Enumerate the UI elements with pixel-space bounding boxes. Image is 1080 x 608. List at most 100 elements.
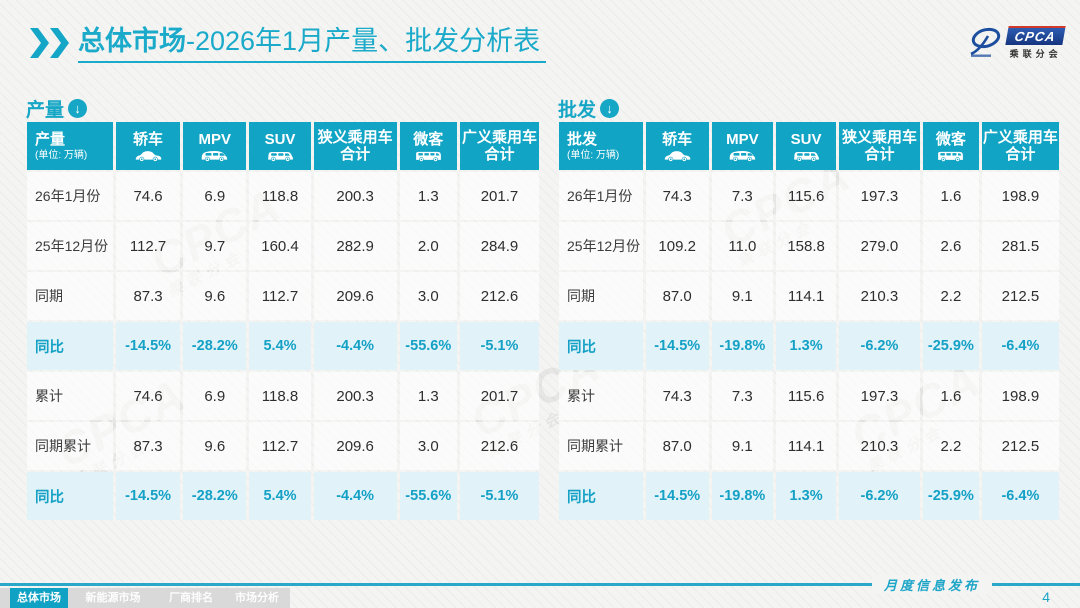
double-chevron-icon (30, 28, 70, 58)
data-cell: 158.8 (776, 222, 836, 270)
header-row: 产量 (单位: 万辆) 轿车 MPV SUV 狭义乘用车 合计 微客 广义乘用车 合计 (27, 122, 539, 170)
column-header: 狭义乘用车 合计 (838, 122, 920, 170)
logo-subtitle: 乘联分会 (1009, 49, 1062, 59)
table-row: 同比 -14.5% -28.2% 5.4% -4.4% -55.6% -5.1% (27, 322, 539, 370)
data-cell: 200.3 (313, 172, 397, 220)
data-cell: 1.6 (922, 172, 979, 220)
data-cell: 1.3 (399, 172, 457, 220)
data-cell: 201.7 (459, 372, 539, 420)
sedan-icon (646, 149, 709, 162)
data-cell: 1.6 (922, 372, 979, 420)
data-cell: 1.3 (399, 372, 457, 420)
corner-title: 批发 (567, 130, 598, 148)
mpv-icon (183, 149, 246, 162)
table-row: 同比 -14.5% -19.8% 1.3% -6.2% -25.9% -6.4% (559, 472, 1059, 520)
data-cell: 212.6 (459, 422, 539, 470)
table-row: 累计 74.6 6.9 118.8 200.3 1.3 201.7 (27, 372, 539, 420)
data-cell: 74.3 (645, 372, 709, 420)
column-header: MPV (183, 122, 247, 170)
data-cell: 3.0 (399, 272, 457, 320)
corner-header: 批发 (单位: 万辆) (559, 122, 643, 170)
data-cell: 118.8 (249, 372, 311, 420)
cpca-logo: CPCA 乘联分会 (967, 26, 1066, 60)
column-header: 微客 (922, 122, 979, 170)
tab-nev-market[interactable]: 新能源市场 (68, 588, 158, 608)
data-cell: 6.9 (183, 372, 247, 420)
data-cell: -6.2% (838, 322, 920, 370)
production-section-label: 产量 ↓ (26, 96, 542, 121)
minibus-icon (923, 149, 979, 162)
column-header: SUV (249, 122, 311, 170)
row-label: 同比 (27, 472, 113, 520)
row-label: 同比 (559, 472, 643, 520)
data-cell: -14.5% (645, 472, 709, 520)
data-cell: 6.9 (183, 172, 247, 220)
data-cell: 160.4 (249, 222, 311, 270)
header: 总体市场-2026年1月产量、批发分析表 CPCA 乘联分会 (30, 24, 1066, 63)
data-cell: 87.0 (645, 422, 709, 470)
data-cell: 9.1 (711, 272, 774, 320)
data-cell: -5.1% (459, 322, 539, 370)
data-cell: -5.1% (459, 472, 539, 520)
row-label: 同比 (27, 322, 113, 370)
row-label: 累计 (559, 372, 643, 420)
data-cell: 210.3 (838, 422, 920, 470)
data-cell: 209.6 (313, 422, 397, 470)
data-cell: -55.6% (399, 472, 457, 520)
data-cell: 209.6 (313, 272, 397, 320)
data-cell: 7.3 (711, 172, 774, 220)
corner-title: 产量 (35, 130, 66, 148)
bottom-tab-bar: 总体市场 新能源市场 厂商排名 市场分析 (0, 588, 290, 608)
corner-header: 产量 (单位: 万辆) (27, 122, 113, 170)
data-cell: 1.3% (776, 322, 836, 370)
data-cell: -4.4% (313, 472, 397, 520)
data-cell: 212.6 (459, 272, 539, 320)
table-row: 累计 74.3 7.3 115.6 197.3 1.6 198.9 (559, 372, 1059, 420)
data-cell: 5.4% (249, 322, 311, 370)
row-label: 同期 (27, 272, 113, 320)
column-header: 轿车 (645, 122, 709, 170)
table-row: 同期累计 87.3 9.6 112.7 209.6 3.0 212.6 (27, 422, 539, 470)
footer-divider (0, 583, 1080, 586)
data-cell: -28.2% (183, 472, 247, 520)
tab-overall-market[interactable]: 总体市场 (10, 588, 68, 608)
data-cell: 3.0 (399, 422, 457, 470)
suv-icon (776, 149, 836, 162)
data-cell: 74.6 (115, 372, 181, 420)
column-header: 广义乘用车 合计 (981, 122, 1059, 170)
page-title: 总体市场-2026年1月产量、批发分析表 (78, 24, 547, 63)
row-label: 同期 (559, 272, 643, 320)
unit-label: (单位: 万辆) (567, 149, 620, 161)
data-cell: -28.2% (183, 322, 247, 370)
data-cell: 279.0 (838, 222, 920, 270)
data-cell: 9.6 (183, 422, 247, 470)
data-cell: 112.7 (249, 422, 311, 470)
suv-icon (249, 149, 310, 162)
data-cell: -19.8% (711, 472, 774, 520)
production-section-title: 产量 (26, 99, 65, 121)
data-cell: 115.6 (776, 372, 836, 420)
data-cell: 7.3 (711, 372, 774, 420)
data-cell: 210.3 (838, 272, 920, 320)
column-header: 微客 (399, 122, 457, 170)
data-cell: 198.9 (981, 172, 1059, 220)
data-cell: 198.9 (981, 372, 1059, 420)
table-row: 26年1月份 74.6 6.9 118.8 200.3 1.3 201.7 (27, 172, 539, 220)
publication-label: 月度信息发布 (871, 575, 992, 594)
tab-oem-ranking[interactable]: 厂商排名 (158, 588, 224, 608)
row-label: 25年12月份 (27, 222, 113, 270)
tab-market-analysis[interactable]: 市场分析 (224, 588, 290, 608)
data-cell: -6.2% (838, 472, 920, 520)
logo-swirl-icon (967, 26, 1003, 58)
data-cell: 2.2 (922, 272, 979, 320)
data-cell: 115.6 (776, 172, 836, 220)
data-cell: -14.5% (115, 472, 181, 520)
down-arrow-icon: ↓ (68, 98, 88, 118)
data-cell: -6.4% (981, 322, 1059, 370)
table-row: 同期 87.0 9.1 114.1 210.3 2.2 212.5 (559, 272, 1059, 320)
row-label: 同比 (559, 322, 643, 370)
data-cell: 114.1 (776, 272, 836, 320)
data-cell: -55.6% (399, 322, 457, 370)
table-row: 同比 -14.5% -19.8% 1.3% -6.2% -25.9% -6.4% (559, 322, 1059, 370)
